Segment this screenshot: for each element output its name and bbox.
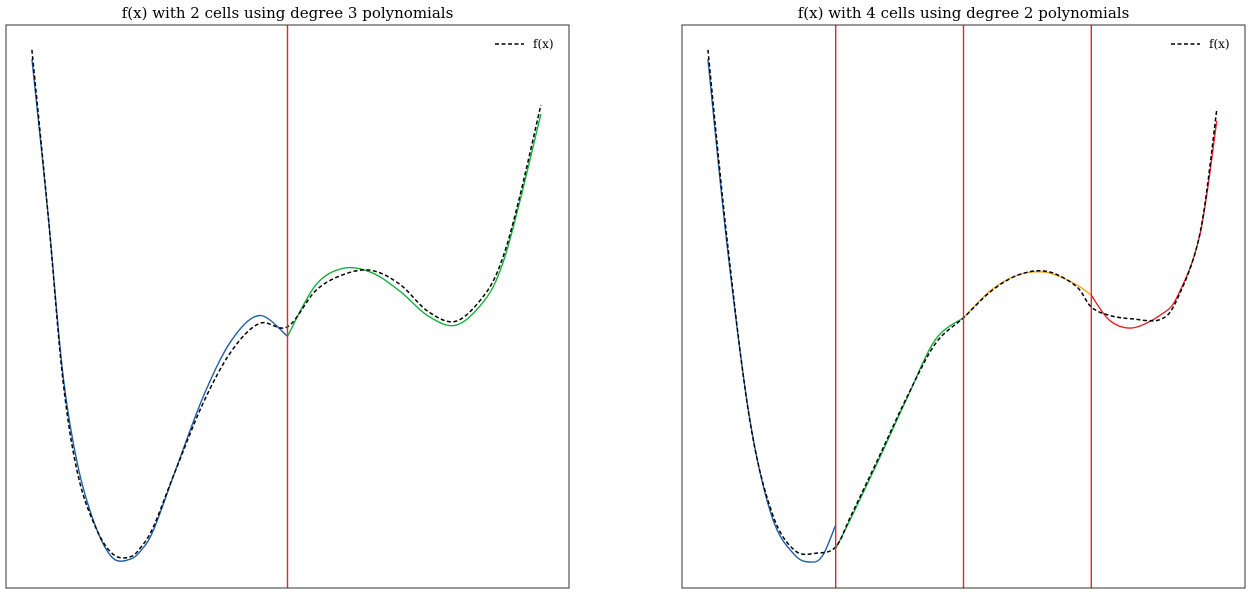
left-series-fit-segment-1 xyxy=(31,58,288,562)
right-chart-title: f(x) with 4 cells using degree 2 polynom… xyxy=(798,4,1130,22)
right-legend-label: f(x) xyxy=(1209,37,1230,51)
right-series-fit-segment-2 xyxy=(835,317,964,549)
left-legend-label: f(x) xyxy=(533,37,554,51)
right-series-fit-segment-4 xyxy=(1090,120,1218,329)
left-series-fit-segment-2 xyxy=(286,113,542,337)
left-plot-area xyxy=(31,25,542,588)
left-legend: f(x) xyxy=(495,37,554,51)
right-series-fit-segment-1 xyxy=(707,58,837,563)
left-chart-title: f(x) with 2 cells using degree 3 polynom… xyxy=(122,4,454,22)
right-legend: f(x) xyxy=(1171,37,1230,51)
right-plot-area xyxy=(707,25,1218,588)
left-plot-frame xyxy=(5,24,570,589)
left-series-fx-dashed-line xyxy=(31,49,542,559)
right-series-fit-segment-3 xyxy=(963,271,1092,319)
left-chart-panel: f(x) with 2 cells using degree 3 polynom… xyxy=(5,4,570,589)
right-series-fx-dashed-line xyxy=(707,49,1218,556)
right-plot-frame xyxy=(681,24,1246,589)
right-chart-panel: f(x) with 4 cells using degree 2 polynom… xyxy=(681,4,1246,589)
